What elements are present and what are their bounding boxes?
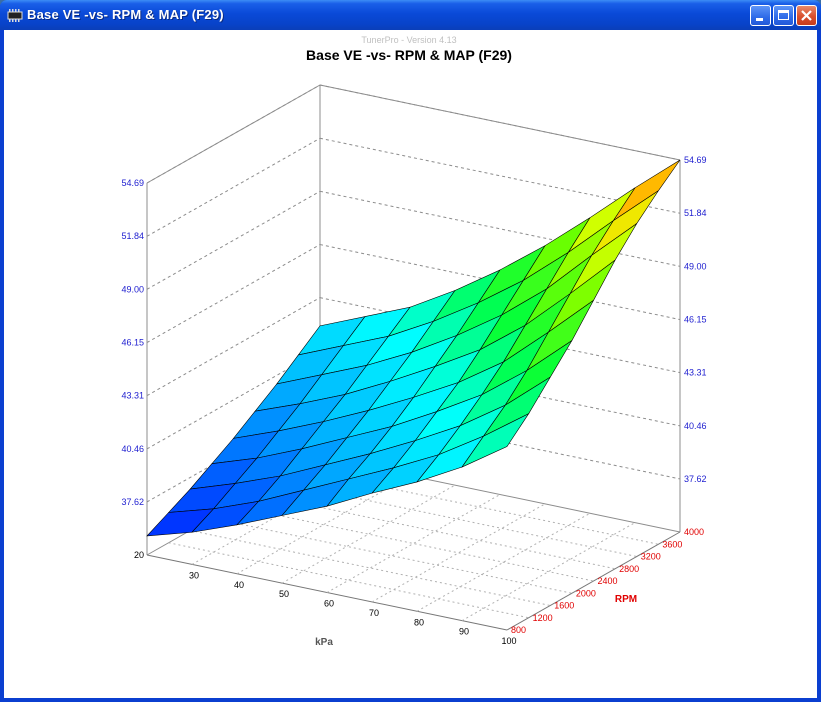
- y-tick-label: 3600: [662, 539, 682, 549]
- z-tick-label-right: 37.62: [684, 474, 707, 484]
- maximize-button[interactable]: [773, 5, 794, 26]
- z-tick-label-right: 40.46: [684, 421, 707, 431]
- x-tick-label: 80: [414, 617, 424, 627]
- z-gridline-left: [146, 190, 321, 290]
- floor-gridline-rpm: [168, 542, 529, 619]
- x-tick-label: 60: [324, 599, 334, 609]
- floor-gridline-rpm: [190, 530, 551, 606]
- floor-gridline-rpm: [233, 505, 594, 582]
- y-tick-label: 2800: [619, 564, 639, 574]
- chip-icon: [7, 9, 23, 22]
- y-axis-label: RPM: [615, 594, 637, 605]
- floor-gridline-kpa: [371, 503, 546, 603]
- y-tick-label: 1600: [554, 601, 574, 611]
- floor-gridline-rpm: [211, 517, 572, 594]
- z-tick-label-left: 49.00: [121, 284, 144, 294]
- surface-cell: [461, 412, 530, 468]
- close-button[interactable]: [796, 5, 817, 26]
- maximize-icon: [778, 10, 789, 20]
- y-tick-label: 800: [511, 625, 526, 635]
- surface-layer: [146, 159, 681, 537]
- z-gridline-left: [146, 244, 321, 343]
- z-gridline-left: [146, 137, 321, 237]
- x-tick-label: 100: [501, 636, 516, 646]
- minimize-button[interactable]: [750, 5, 771, 26]
- z-tick-label-right: 49.00: [684, 261, 707, 271]
- chart-area[interactable]: 37.62 37.62 40.46 40.46 43.31 43.31 46.15 46.15…: [4, 30, 817, 698]
- floor-right-edge: [506, 531, 681, 631]
- z-tick-label-right: 54.69: [684, 155, 707, 165]
- surface-cell: [613, 159, 681, 221]
- y-tick-label: 2000: [576, 588, 596, 598]
- close-icon: [801, 10, 812, 21]
- x-tick-label: 30: [189, 570, 199, 580]
- x-tick-label: 90: [459, 627, 469, 637]
- z-tick-label-left: 54.69: [121, 178, 144, 188]
- x-tick-label: 50: [279, 589, 289, 599]
- chart-title: Base VE -vs- RPM & MAP (F29): [306, 47, 512, 63]
- floor-gridline-kpa: [236, 475, 411, 575]
- label-layer: 37.62 37.62 40.46 40.46 43.31 43.31 46.15 46.15…: [121, 155, 706, 646]
- y-tick-label: 3200: [641, 552, 661, 562]
- z-gridline-right: [319, 297, 681, 374]
- floor-gridline-kpa: [281, 484, 456, 584]
- z-tick-label-left: 40.46: [121, 444, 144, 454]
- y-tick-label: 4000: [684, 527, 704, 537]
- z-tick-label-left: 51.84: [121, 231, 144, 241]
- y-tick-label: 2400: [598, 576, 618, 586]
- floor-gridline-kpa: [416, 512, 591, 612]
- watermark: TunerPro - Version 4.13: [361, 35, 456, 45]
- z-gridline-right: [319, 190, 681, 267]
- z-tick-label-left: 43.31: [121, 391, 144, 401]
- x-tick-label: 70: [369, 608, 379, 618]
- z-gridline-right: [319, 84, 681, 161]
- z-tick-label-right: 46.15: [684, 315, 707, 325]
- z-gridline-right: [319, 244, 681, 321]
- floor-gridline-kpa: [461, 522, 636, 622]
- wall-top-left-edge: [146, 84, 321, 184]
- z-tick-label-left: 46.15: [121, 338, 144, 348]
- z-tick-label-right: 51.84: [684, 208, 707, 218]
- z-tick-label-left: 37.62: [121, 497, 144, 507]
- x-axis-label: kPa: [315, 637, 333, 648]
- y-tick-label: 1200: [533, 613, 553, 623]
- z-tick-label-right: 43.31: [684, 368, 707, 378]
- floor-gridline-kpa: [326, 494, 501, 593]
- title-bar[interactable]: Base VE -vs- RPM & MAP (F29): [0, 0, 821, 30]
- window-title: Base VE -vs- RPM & MAP (F29): [27, 7, 224, 22]
- surface-chart: 37.62 37.62 40.46 40.46 43.31 43.31 46.15 46.15…: [121, 35, 706, 648]
- x-tick-label: 20: [134, 550, 144, 560]
- x-tick-label: 40: [234, 580, 244, 590]
- minimize-icon: [756, 18, 763, 21]
